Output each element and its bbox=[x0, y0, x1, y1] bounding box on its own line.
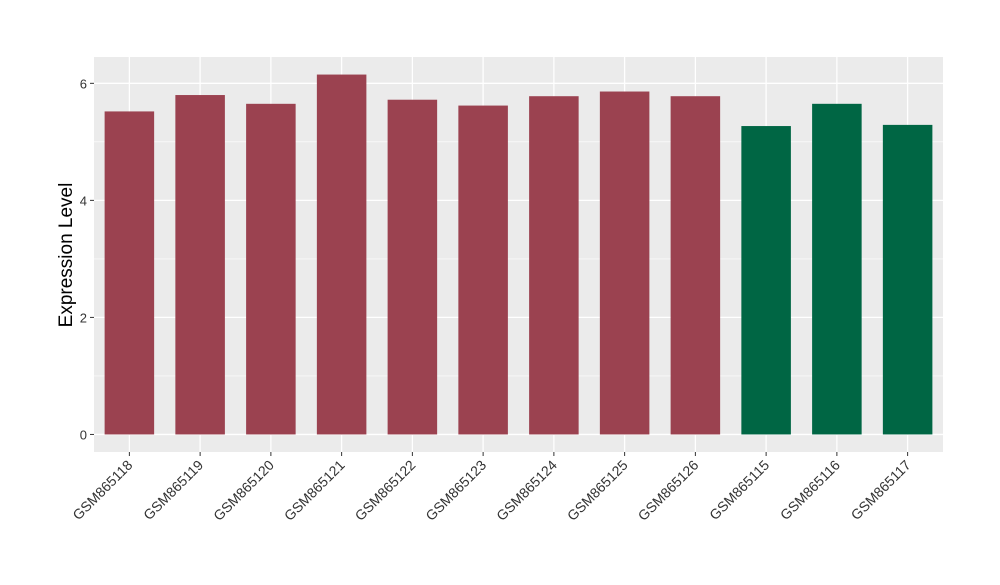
y-tick-label: 2 bbox=[80, 310, 87, 325]
x-tick-label: GSM865122 bbox=[352, 457, 419, 524]
x-tick-label: GSM865118 bbox=[69, 457, 135, 523]
x-tick-label: GSM865115 bbox=[706, 457, 772, 523]
x-tick-label: GSM865121 bbox=[281, 457, 348, 524]
bar-GSM865122 bbox=[387, 99, 438, 435]
x-tick-label: GSM865126 bbox=[635, 457, 702, 524]
x-tick-label: GSM865120 bbox=[210, 457, 277, 524]
bar-GSM865123 bbox=[458, 105, 508, 435]
bar-GSM865116 bbox=[812, 103, 862, 435]
bar-GSM865125 bbox=[599, 91, 650, 435]
y-tick-label: 4 bbox=[80, 193, 87, 208]
y-tick-label: 0 bbox=[80, 427, 87, 442]
bar-GSM865119 bbox=[175, 95, 225, 435]
bar-GSM865115 bbox=[741, 126, 791, 435]
x-tick-label: GSM865123 bbox=[422, 457, 489, 524]
y-tick-label: 6 bbox=[80, 76, 87, 91]
x-tick-label: GSM865124 bbox=[493, 457, 560, 524]
bar-GSM865120 bbox=[246, 103, 296, 435]
bar-GSM865118 bbox=[104, 111, 155, 435]
bar-GSM865126 bbox=[670, 96, 721, 435]
x-axis: GSM865118 GSM865119 GSM865120 GSM865121 GSM8… bbox=[69, 452, 914, 524]
x-tick-label: GSM865119 bbox=[140, 457, 206, 523]
x-tick-label: GSM865125 bbox=[564, 457, 631, 524]
bar-GSM865117 bbox=[882, 124, 933, 435]
bar-GSM865124 bbox=[529, 96, 579, 435]
x-tick-label: GSM865117 bbox=[848, 457, 914, 523]
y-axis: 0 2 4 6 bbox=[80, 76, 94, 442]
plot-panel bbox=[94, 57, 943, 452]
y-axis-title: Expression Level bbox=[56, 183, 77, 328]
bar-layer bbox=[104, 74, 933, 435]
x-tick-label: GSM865116 bbox=[777, 457, 843, 523]
bar-GSM865121 bbox=[316, 74, 367, 435]
